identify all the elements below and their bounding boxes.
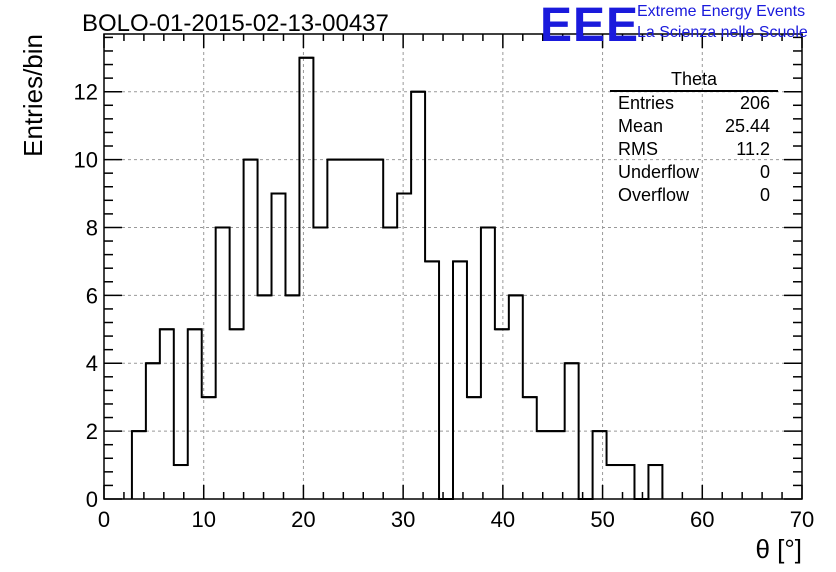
y-tick-label: 4 <box>86 351 98 376</box>
stats-value: 0 <box>759 162 770 182</box>
stats-row-mean: Mean 25.44 <box>610 115 778 138</box>
eee-logo: EEE <box>540 0 640 52</box>
axis-ticks <box>103 34 803 500</box>
stats-value: 206 <box>739 93 770 113</box>
logo-caption-line1: Extreme Energy Events <box>637 3 806 20</box>
y-tick-label: 10 <box>74 148 98 173</box>
stats-row-rms: RMS 11.2 <box>610 138 778 161</box>
chart-title: BOLO-01-2015-02-13-00437 <box>82 10 389 37</box>
tick-labels: 0 10 20 30 40 50 60 70 0 2 4 6 8 10 12 <box>74 80 815 532</box>
x-tick-label: 30 <box>391 507 415 532</box>
x-tick-label: 20 <box>291 507 315 532</box>
x-tick-label: 50 <box>590 507 614 532</box>
x-tick-label: 40 <box>491 507 515 532</box>
stats-value: 11.2 <box>736 139 770 159</box>
y-tick-label: 6 <box>86 283 98 308</box>
stats-value: 25.44 <box>724 116 770 136</box>
x-tick-label: 0 <box>98 507 110 532</box>
stats-label: Underflow <box>618 162 700 182</box>
x-axis-title: θ [°] <box>755 534 802 564</box>
y-tick-label: 8 <box>86 215 98 240</box>
stats-row-underflow: Underflow 0 <box>610 161 778 184</box>
y-axis-title: Entries/bin <box>18 34 48 157</box>
stats-label: RMS <box>618 139 658 159</box>
y-tick-label: 12 <box>74 80 98 105</box>
y-tick-label: 2 <box>86 419 98 444</box>
y-tick-label: 0 <box>86 487 98 512</box>
stats-value: 0 <box>759 185 770 205</box>
histogram-outline <box>130 56 664 500</box>
plot-frame <box>103 33 803 500</box>
stats-label: Overflow <box>618 185 690 205</box>
stats-box: Theta Entries 206 Mean 25.44 RMS 11.2 Un… <box>610 68 778 207</box>
stats-row-overflow: Overflow 0 <box>610 184 778 207</box>
x-tick-label: 60 <box>690 507 714 532</box>
stats-row-entries: Entries 206 <box>610 92 778 115</box>
stats-label: Entries <box>618 93 675 113</box>
stats-label: Mean <box>618 116 664 136</box>
logo-caption-line2: La Scienza nelle Scuole <box>637 24 808 41</box>
x-tick-label: 10 <box>191 507 215 532</box>
stats-title: Theta <box>610 68 778 92</box>
x-tick-label: 70 <box>790 507 814 532</box>
histogram-step-line <box>130 56 664 500</box>
